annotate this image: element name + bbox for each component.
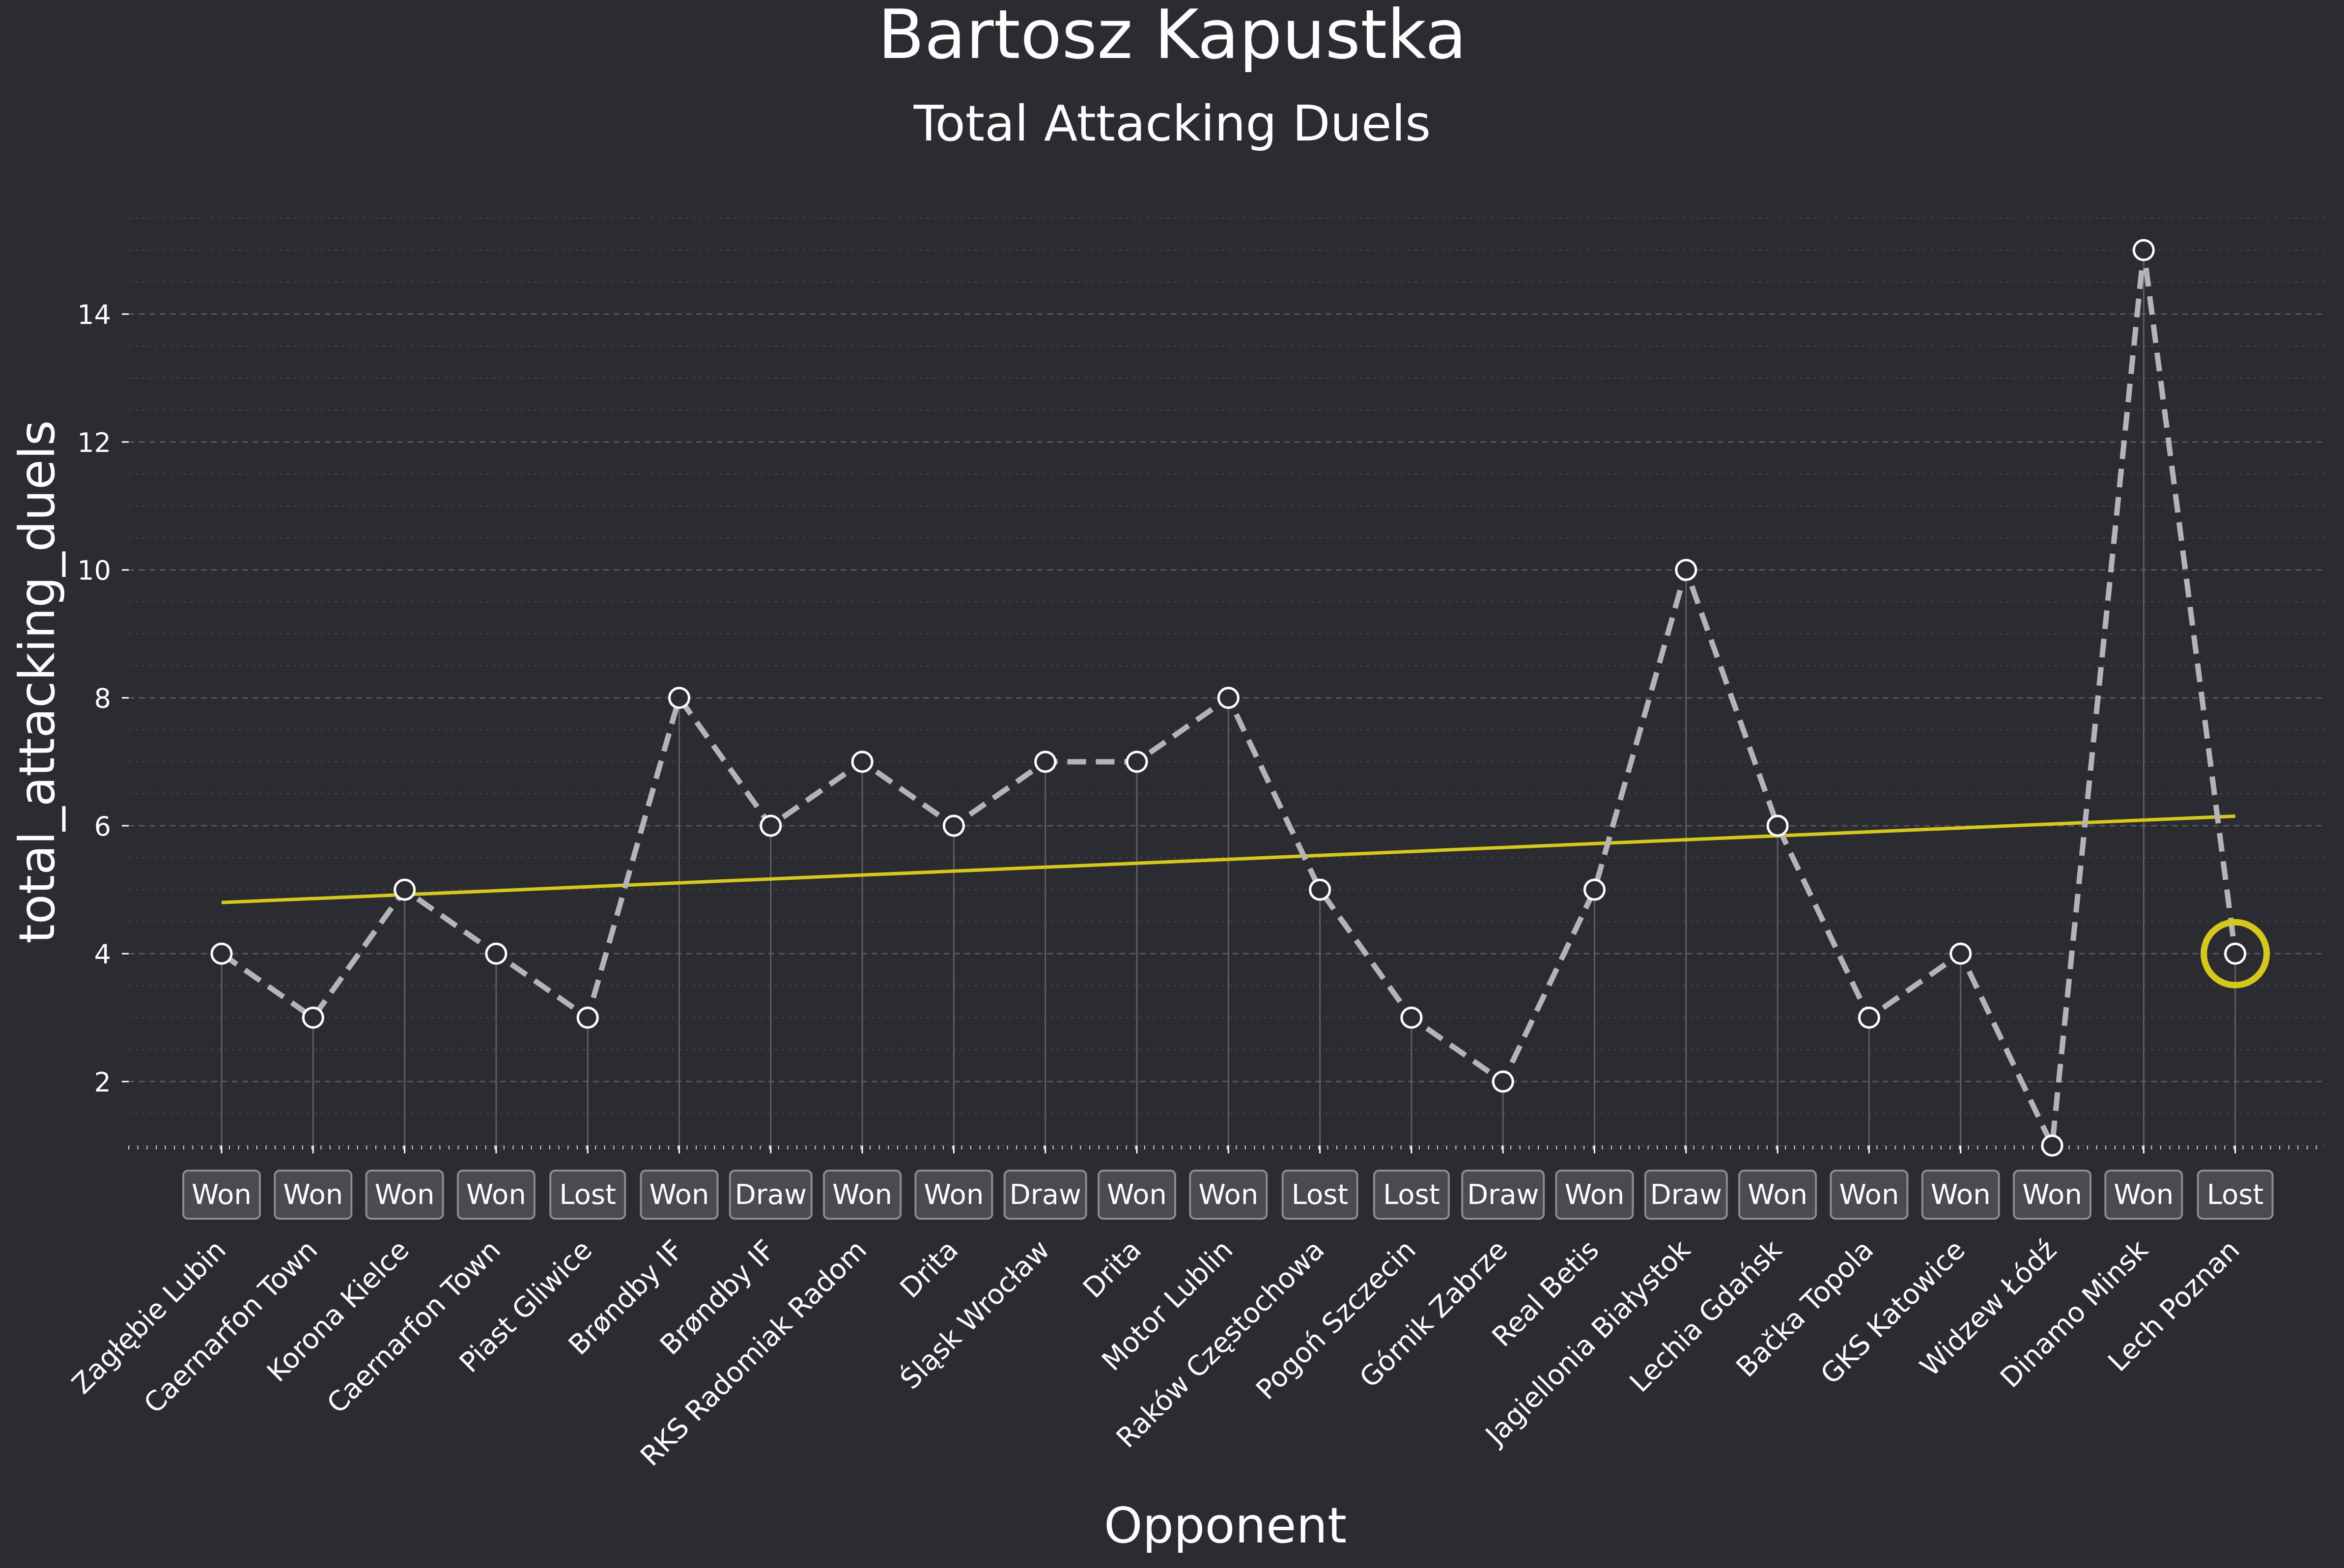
result-label: Draw	[1650, 1179, 1722, 1211]
result-label: Won	[1839, 1179, 1899, 1211]
result-label: Lost	[559, 1179, 616, 1211]
chart-title: Bartosz Kapustka	[878, 0, 1467, 74]
data-points	[210, 239, 2270, 1157]
result-badges: Won Won Won Won Lost Won Draw Won Won Draw Won Won L…	[182, 1170, 2274, 1220]
stems	[221, 250, 2236, 1146]
result-badge	[823, 1170, 902, 1220]
result-label: Won	[192, 1179, 252, 1211]
data-point	[394, 878, 416, 901]
data-point	[942, 814, 965, 837]
data-point	[1309, 878, 1331, 901]
trend-line-group	[221, 814, 2235, 904]
data-point	[1766, 814, 1789, 837]
trend-line	[221, 814, 2235, 904]
result-label: Lost	[2207, 1179, 2264, 1211]
result-label: Lost	[1383, 1179, 1440, 1211]
result-label: Won	[1931, 1179, 1991, 1211]
result-label: Lost	[1292, 1179, 1349, 1211]
result-label: Won	[1565, 1179, 1625, 1211]
result-label: Draw	[1467, 1179, 1539, 1211]
data-point	[760, 814, 782, 837]
y-tick-label: 12	[77, 427, 111, 458]
result-label: Won	[832, 1179, 892, 1211]
result-badge	[729, 1170, 813, 1220]
data-point	[2224, 942, 2247, 965]
result-badge	[2104, 1170, 2183, 1220]
result-badge	[1461, 1170, 1545, 1220]
result-label: Draw	[735, 1179, 807, 1211]
result-label: Won	[1107, 1179, 1167, 1211]
x-axis-label: Opponent	[1104, 1497, 1347, 1554]
result-badge	[1644, 1170, 1728, 1220]
y-tick-label: 6	[94, 811, 111, 842]
chart-subtitle: Total Attacking Duels	[913, 95, 1431, 152]
data-point	[1675, 559, 1697, 581]
highlight-ring	[2201, 919, 2270, 988]
result-badge	[274, 1170, 353, 1220]
data-point	[302, 1007, 324, 1029]
result-badge	[1189, 1170, 1268, 1220]
result-label: Won	[1748, 1179, 1807, 1211]
data-point	[1583, 878, 1606, 901]
y-tick-label: 14	[77, 299, 111, 330]
data-point	[1492, 1070, 1514, 1093]
data-point	[485, 942, 508, 965]
result-badge	[1555, 1170, 1634, 1220]
result-badge	[2197, 1170, 2274, 1220]
result-badge	[1921, 1170, 2000, 1220]
y-tick-label: 8	[94, 683, 111, 714]
result-label: Won	[2022, 1179, 2082, 1211]
data-point	[1126, 751, 1148, 773]
result-label: Won	[283, 1179, 343, 1211]
data-point	[210, 942, 233, 965]
result-label: Won	[650, 1179, 709, 1211]
result-badge	[365, 1170, 444, 1220]
data-point	[1217, 687, 1240, 709]
result-badge	[640, 1170, 719, 1220]
data-point	[2132, 239, 2155, 261]
data-point	[2041, 1134, 2063, 1157]
result-badge	[182, 1170, 261, 1220]
result-label: Draw	[1010, 1179, 1081, 1211]
result-badge	[549, 1170, 626, 1220]
result-label: Won	[466, 1179, 526, 1211]
result-label: Won	[1198, 1179, 1258, 1211]
result-badge	[456, 1170, 536, 1220]
y-tick-label: 10	[77, 555, 111, 586]
data-point	[851, 751, 874, 773]
result-label: Won	[375, 1179, 435, 1211]
data-point	[576, 1007, 599, 1029]
result-label: Won	[924, 1179, 984, 1211]
data-point	[1858, 1007, 1880, 1029]
data-point	[1400, 1007, 1423, 1029]
result-badge	[1098, 1170, 1176, 1220]
data-point	[1949, 942, 1972, 965]
y-tick-label: 4	[94, 939, 111, 970]
result-badge	[2013, 1170, 2091, 1220]
data-point	[1034, 751, 1057, 773]
y-axis-label: total_attacking_duels	[8, 420, 66, 943]
result-badge	[914, 1170, 993, 1220]
result-badge	[1281, 1170, 1358, 1220]
result-badge	[1738, 1170, 1817, 1220]
result-label: Won	[2114, 1179, 2174, 1211]
y-axis-ticks: 2 4 6 8 10 12 14	[77, 299, 129, 1098]
data-point	[668, 687, 690, 709]
result-badge	[1830, 1170, 1909, 1220]
result-badge	[1373, 1170, 1450, 1220]
y-tick-label: 2	[94, 1067, 111, 1098]
result-badge	[1003, 1170, 1087, 1220]
